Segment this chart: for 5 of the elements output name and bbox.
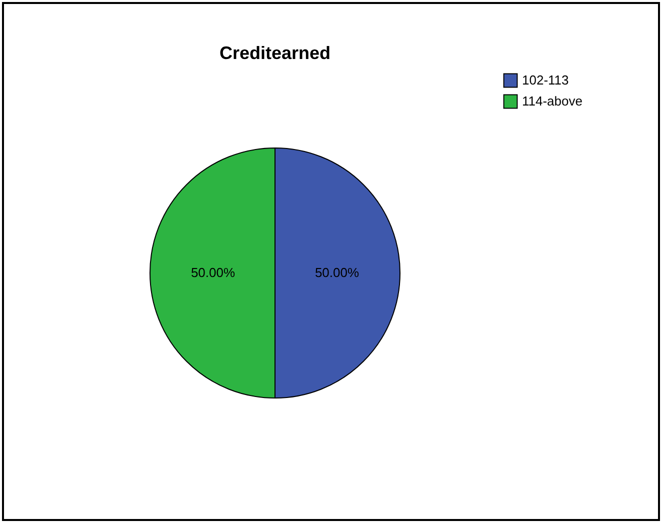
legend-label: 102-113 [522, 72, 569, 88]
data-label: 50.00% [314, 265, 360, 280]
data-label: 50.00% [190, 265, 236, 280]
legend-label: 114-above [522, 94, 582, 108]
chart-title: Creditearned [219, 43, 331, 63]
